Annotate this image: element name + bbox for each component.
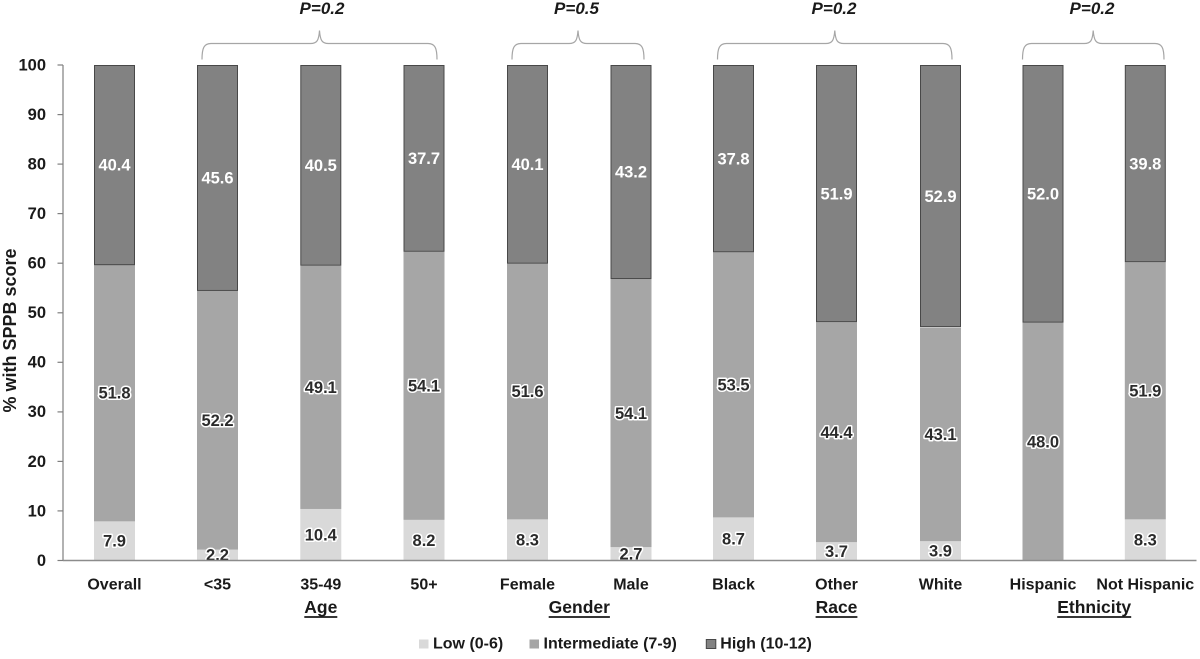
svg-text:54.1: 54.1 xyxy=(408,378,440,396)
svg-text:50: 50 xyxy=(28,304,46,322)
svg-text:70: 70 xyxy=(28,205,46,223)
svg-text:30: 30 xyxy=(28,403,46,421)
svg-text:Hispanic: Hispanic xyxy=(1010,577,1077,594)
svg-text:51.6: 51.6 xyxy=(511,383,543,401)
svg-text:3.7: 3.7 xyxy=(825,543,848,561)
svg-text:Overall: Overall xyxy=(87,577,141,594)
svg-text:White: White xyxy=(919,577,963,594)
svg-text:Gender: Gender xyxy=(549,597,610,617)
svg-text:Not Hispanic: Not Hispanic xyxy=(1096,577,1194,594)
svg-text:P=0.2: P=0.2 xyxy=(812,0,857,18)
svg-text:45.6: 45.6 xyxy=(201,170,233,188)
svg-text:40.1: 40.1 xyxy=(511,156,543,174)
svg-text:43.1: 43.1 xyxy=(924,426,956,444)
svg-text:Low (0-6): Low (0-6) xyxy=(433,635,503,652)
svg-text:100: 100 xyxy=(18,56,46,74)
svg-text:Black: Black xyxy=(712,577,755,594)
svg-text:3.9: 3.9 xyxy=(929,543,952,561)
svg-text:8.7: 8.7 xyxy=(722,531,745,549)
svg-text:Male: Male xyxy=(613,577,649,594)
svg-text:P=0.2: P=0.2 xyxy=(1070,0,1115,18)
svg-text:48.0: 48.0 xyxy=(1027,433,1059,451)
svg-text:35-49: 35-49 xyxy=(300,577,341,594)
svg-text:52.0: 52.0 xyxy=(1027,186,1059,204)
svg-text:20: 20 xyxy=(28,453,46,471)
svg-text:7.9: 7.9 xyxy=(103,533,126,551)
svg-text:Intermediate (7-9): Intermediate (7-9) xyxy=(544,635,677,652)
svg-text:40.4: 40.4 xyxy=(98,157,131,175)
svg-text:53.5: 53.5 xyxy=(717,377,749,395)
svg-text:49.1: 49.1 xyxy=(305,379,337,397)
svg-text:8.3: 8.3 xyxy=(516,532,539,550)
svg-text:37.8: 37.8 xyxy=(717,150,749,168)
svg-text:51.9: 51.9 xyxy=(1129,383,1161,401)
svg-text:High (10-12): High (10-12) xyxy=(720,635,812,652)
svg-text:8.3: 8.3 xyxy=(1134,532,1157,550)
svg-text:8.2: 8.2 xyxy=(413,532,436,550)
svg-text:<35: <35 xyxy=(204,577,231,594)
svg-text:90: 90 xyxy=(28,106,46,124)
svg-text:51.9: 51.9 xyxy=(820,185,852,203)
svg-text:2.7: 2.7 xyxy=(620,546,643,564)
svg-text:Age: Age xyxy=(304,597,337,617)
svg-text:% with SPPB score: % with SPPB score xyxy=(0,248,20,412)
svg-text:10: 10 xyxy=(28,502,46,520)
svg-text:Race: Race xyxy=(816,597,858,617)
svg-text:39.8: 39.8 xyxy=(1129,155,1161,173)
svg-text:40.5: 40.5 xyxy=(305,157,337,175)
svg-text:Other: Other xyxy=(815,577,858,594)
svg-text:54.1: 54.1 xyxy=(615,405,647,423)
svg-text:43.2: 43.2 xyxy=(615,164,647,182)
svg-text:80: 80 xyxy=(28,156,46,174)
svg-text:P=0.5: P=0.5 xyxy=(554,0,599,18)
svg-text:52.9: 52.9 xyxy=(924,188,956,206)
svg-text:P=0.2: P=0.2 xyxy=(300,0,345,18)
svg-text:40: 40 xyxy=(28,354,46,372)
svg-text:Ethnicity: Ethnicity xyxy=(1057,597,1131,617)
svg-text:2.2: 2.2 xyxy=(206,547,229,565)
svg-text:10.4: 10.4 xyxy=(305,526,338,544)
svg-text:60: 60 xyxy=(28,255,46,273)
svg-text:37.7: 37.7 xyxy=(408,150,440,168)
svg-text:51.8: 51.8 xyxy=(98,385,130,403)
svg-text:0: 0 xyxy=(37,552,46,570)
svg-text:Female: Female xyxy=(500,577,555,594)
svg-text:44.4: 44.4 xyxy=(820,424,853,442)
svg-text:50+: 50+ xyxy=(410,577,437,594)
svg-text:52.2: 52.2 xyxy=(201,412,233,430)
